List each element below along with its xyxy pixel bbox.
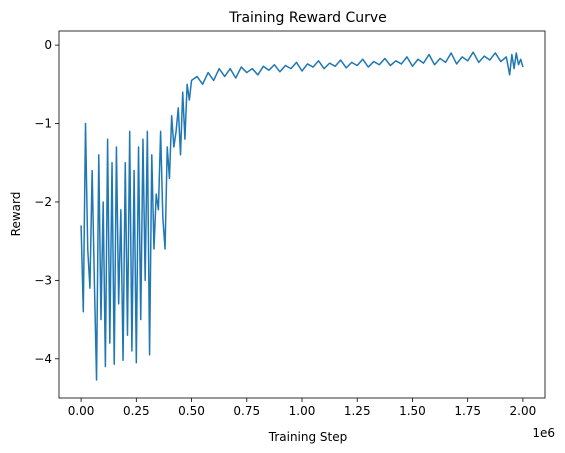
x-offset-label: 1e6 xyxy=(532,426,555,440)
x-tick-label: 0.25 xyxy=(123,404,150,418)
y-tick-label: 0 xyxy=(44,38,52,52)
y-tick-label: −1 xyxy=(34,117,52,131)
series-line-0 xyxy=(80,51,524,381)
plot-area: 0.00 0.25 0.50 0.75 1.00 1.25 1.50 1.75 2.00 −4 −3… xyxy=(34,30,546,418)
y-tick-label: −4 xyxy=(34,352,52,366)
x-tick-label: 0.75 xyxy=(233,404,260,418)
x-tick-label: 1.25 xyxy=(344,404,371,418)
x-axis-label: Training Step xyxy=(268,430,348,444)
x-tick-label: 0.50 xyxy=(178,404,205,418)
x-tick-label: 0.00 xyxy=(68,404,95,418)
y-axis-label: Reward xyxy=(9,192,23,237)
y-tick-label: −2 xyxy=(34,195,52,209)
chart-title: Training Reward Curve xyxy=(228,10,387,26)
x-tick-label: 1.75 xyxy=(454,404,481,418)
x-tick-label: 1.00 xyxy=(289,404,316,418)
x-tick-label: 2.00 xyxy=(510,404,537,418)
x-tick-label: 1.50 xyxy=(399,404,426,418)
y-tick-label: −3 xyxy=(34,273,52,287)
